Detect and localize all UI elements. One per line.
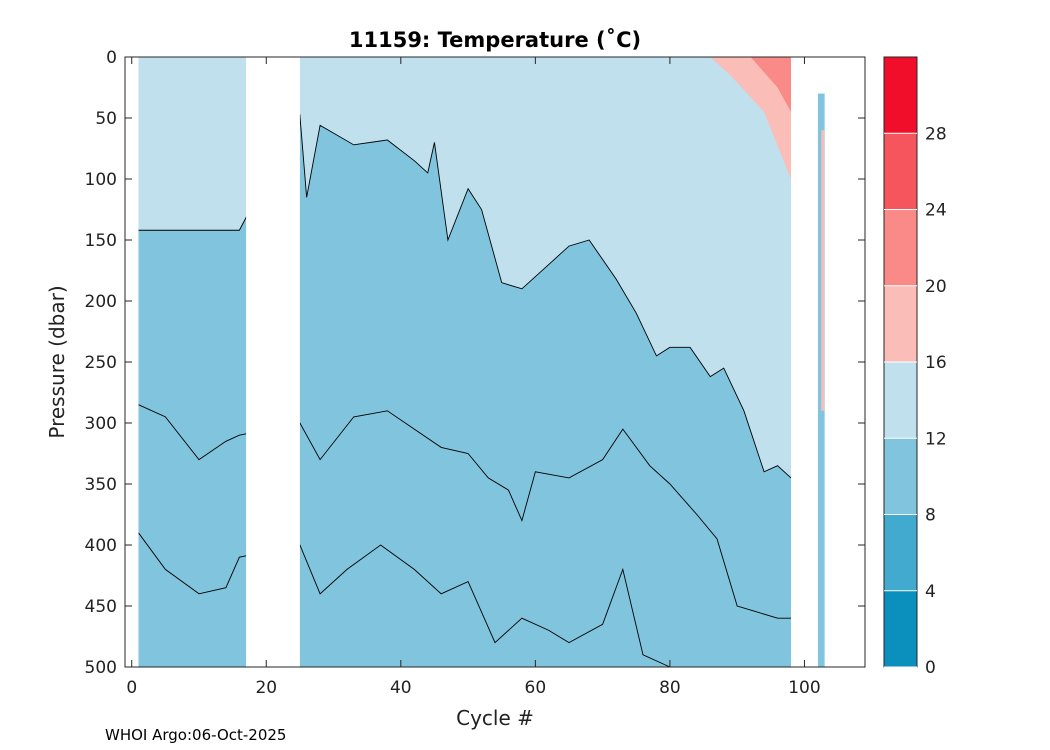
y-axis-label: Pressure (dbar) xyxy=(45,285,69,438)
y-tick-label: 350 xyxy=(85,475,117,495)
x-tick-label: 60 xyxy=(525,678,547,698)
y-tick-label: 250 xyxy=(85,353,117,373)
y-tick-label: 150 xyxy=(85,231,117,251)
post-gap-warm-streak xyxy=(821,130,825,411)
y-axis-ticks: 0 50 100 150 200 250 300 350 400 450 500 xyxy=(85,48,865,678)
colorbar-segment xyxy=(884,362,917,439)
colorbar-segment xyxy=(884,438,917,515)
colorbar-tick-label: 20 xyxy=(925,277,947,297)
colorbar-tick-label: 4 xyxy=(925,582,936,602)
x-tick-label: 20 xyxy=(255,678,277,698)
y-tick-label: 300 xyxy=(85,414,117,434)
colorbar-tick-label: 24 xyxy=(925,201,947,221)
colorbar-segment xyxy=(884,514,917,591)
colorbar: 0 4 8 12 16 20 24 28 xyxy=(883,56,947,678)
temperature-band-20-24 xyxy=(750,57,791,112)
colorbar-segment xyxy=(884,590,917,667)
contour-line-4C xyxy=(138,532,671,668)
x-tick-label: 100 xyxy=(788,678,820,698)
data-gap-17-25 xyxy=(246,57,300,667)
y-tick-label: 0 xyxy=(106,48,117,68)
y-tick-label: 500 xyxy=(85,658,117,678)
colorbar-tick-label: 0 xyxy=(925,658,936,678)
temperature-band-16-20 xyxy=(710,57,791,179)
data-gap-start xyxy=(126,57,139,667)
colorbar-tick-label: 12 xyxy=(925,429,947,449)
y-tick-label: 400 xyxy=(85,536,117,556)
y-tick-label: 200 xyxy=(85,292,117,312)
data-gap-98-102 xyxy=(791,57,818,667)
y-tick-label: 450 xyxy=(85,597,117,617)
y-tick-label: 50 xyxy=(95,109,117,129)
x-tick-label: 40 xyxy=(390,678,412,698)
colorbar-segment xyxy=(884,57,917,134)
x-tick-label: 80 xyxy=(659,678,681,698)
temperature-band-12-16 xyxy=(138,57,792,478)
colorbar-tick-label: 28 xyxy=(925,124,947,144)
y-tick-label: 100 xyxy=(85,170,117,190)
chart-title: 11159: Temperature (˚C) xyxy=(349,28,641,52)
colorbar-segment xyxy=(884,209,917,286)
data-gaps-layer xyxy=(126,57,864,668)
footer-text: WHOI Argo:06-Oct-2025 xyxy=(105,726,286,744)
colorbar-tick-label: 8 xyxy=(925,506,936,526)
x-tick-label: 0 xyxy=(126,678,137,698)
temperature-fill-layer xyxy=(138,57,792,667)
x-axis-ticks: 0 20 40 60 80 100 xyxy=(126,57,821,698)
colorbar-segment xyxy=(884,133,917,210)
colorbar-tick-label: 16 xyxy=(925,353,947,373)
contour-line-12C xyxy=(138,113,792,479)
x-axis-label: Cycle # xyxy=(456,706,534,730)
colorbar-segment xyxy=(884,285,917,362)
